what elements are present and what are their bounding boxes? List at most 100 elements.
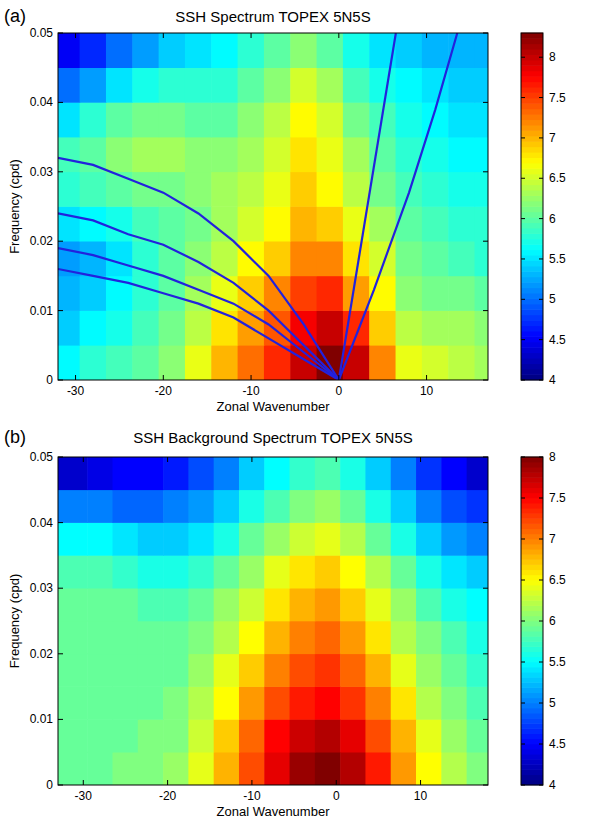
heat-cell [188,654,214,687]
heat-cell [87,621,113,654]
colorbar-step [521,559,543,565]
heat-cell [365,522,391,555]
colorbar-step [521,749,543,755]
heat-cell [211,206,238,241]
colorbar-tick-label: 7.5 [549,491,566,505]
panel-letter: (b) [4,427,26,447]
heat-cell [163,490,189,523]
x-tick-label: -30 [75,789,93,803]
heat-cell [441,490,467,523]
y-tick-label: 0.04 [30,516,54,530]
heat-cell [264,588,290,621]
heat-cell [365,752,391,785]
heat-cell [58,310,80,345]
colorbar-step [521,662,543,668]
heat-cell [315,752,341,785]
heat-cell [369,310,396,345]
heat-cell [290,588,316,621]
heat-cell [315,621,341,654]
heat-cell [467,457,488,490]
y-tick-label: 0.05 [30,26,54,40]
heat-cell [315,719,341,752]
colorbar-step [521,190,543,196]
x-tick-label: 10 [414,789,428,803]
colorbar-step [521,369,543,375]
colorbar-step [521,718,543,724]
colorbar-step [521,315,543,321]
panel: (b)SSH Background Spectrum TOPEX 5N5S-30… [4,427,566,819]
heat-cell [211,172,238,207]
heat-cell [211,102,238,137]
colorbar-tick [521,97,525,98]
heat-cell [396,102,423,137]
y-tick [58,171,63,172]
heat-cell [185,310,212,345]
heat-cell [264,102,291,137]
heat-cell [416,621,442,654]
heat-cell [343,67,370,102]
colorbar-tick-label: 5.5 [549,655,566,669]
heat-cell [264,654,290,687]
colorbar-step [521,157,543,163]
heat-cell [467,752,488,785]
x-tick [251,375,252,380]
colorbar-step [521,76,543,82]
colorbar-tick [521,380,525,381]
colorbar-step [521,33,543,39]
heat-cell [264,621,290,654]
colorbar: 44.555.566.577.58 [521,33,566,387]
heat-cell [239,490,265,523]
colorbar-tick [539,457,543,458]
heat-cell [211,33,238,68]
heat-cell [106,33,133,68]
heat-cell [113,457,139,490]
heat-cell [132,310,159,345]
heat-cell [317,102,344,137]
colorbar-step [521,487,543,493]
heat-cell [58,555,88,588]
colorbar-step [521,621,543,627]
x-tick [83,780,84,785]
heat-cell [467,588,488,621]
heat-cell [365,490,391,523]
heat-cell [238,67,265,102]
heat-cell [340,490,366,523]
heat-cell [138,719,164,752]
heat-cell [264,67,291,102]
y-tick [483,457,488,458]
colorbar-step [521,288,543,294]
colorbar-step [521,336,543,342]
heat-cell [365,686,391,719]
heat-cell [264,206,291,241]
colorbar-step [521,347,543,353]
colorbar-frame [521,33,543,380]
y-tick [58,719,63,720]
heat-cell [448,276,475,311]
colorbar-tick-label: 7.5 [549,91,566,105]
heat-cell [80,172,107,207]
heat-cell [290,102,317,137]
colorbar-step [521,136,543,142]
colorbar-step [521,595,543,601]
colorbar-tick [539,137,543,138]
heat-cell [441,752,467,785]
colorbar-step [521,141,543,147]
heat-cell [422,276,449,311]
plot-frame [58,33,488,380]
heat-cell [87,490,113,523]
heat-cell [113,522,139,555]
heat-cell [396,276,423,311]
dispersion-curve [58,213,339,380]
heat-cell [448,67,475,102]
heat-cell [211,137,238,172]
heat-cell [113,686,139,719]
y-axis-title: Frequency (cpd) [7,574,22,669]
heat-cell [159,241,186,276]
colorbar-tick [521,137,525,138]
heat-cell [188,752,214,785]
dispersion-curve [58,269,339,380]
heat-cell [340,588,366,621]
heat-cell [80,33,107,68]
heat-cell [340,719,366,752]
colorbar-step [521,60,543,66]
